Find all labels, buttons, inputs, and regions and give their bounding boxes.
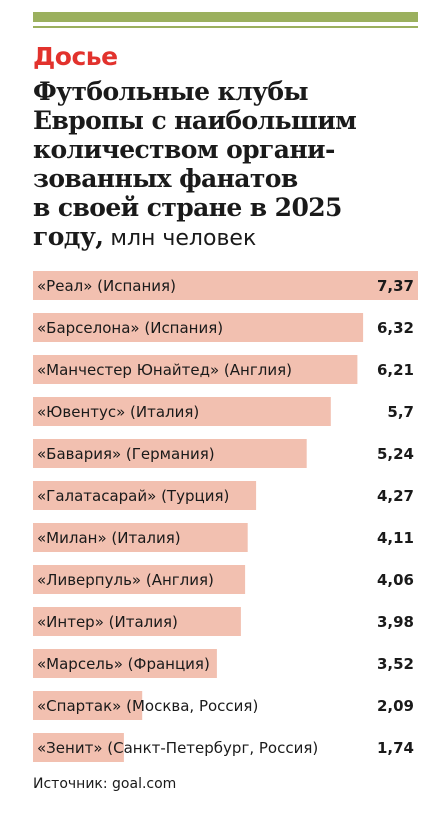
category-label-9: «Интер» (Италия) [37,613,178,631]
value-label-8: 4,06 [377,571,414,589]
value-label-12: 1,74 [377,739,414,757]
value-label-1: 7,37 [377,277,414,295]
title-unit: млн человек [103,226,257,251]
bar-9 [33,607,241,636]
bar-10 [33,649,217,678]
title-line-5: в своей стране в 2025 [33,193,342,222]
value-label-6: 4,27 [377,487,414,505]
title-line-4: зованных фанатов [33,164,298,193]
top-accent-bar [33,12,418,22]
bar-1 [33,271,418,300]
value-label-9: 3,98 [377,613,414,631]
value-label-7: 4,11 [377,529,414,547]
value-label-3: 6,21 [377,361,414,379]
bar-2 [33,313,364,342]
category-label-3: «Манчестер Юнайтед» (Англия) [37,361,292,379]
category-label-10: «Марсель» (Франция) [37,655,210,673]
category-label-8: «Ливерпуль» (Англия) [37,571,214,589]
value-label-4: 5,7 [387,403,414,421]
bar-12 [33,733,124,762]
bar-4 [33,397,331,426]
value-label-11: 2,09 [377,697,414,715]
category-label-6: «Галатасарай» (Турция) [37,487,229,505]
top-accent-line [33,26,418,28]
category-label-1: «Реал» (Испания) [37,277,176,295]
bar-6 [33,481,257,510]
value-label-2: 6,32 [377,319,414,337]
title-line-2: Европы с наибольшим [33,106,357,135]
category-label-5: «Бавария» (Германия) [37,445,215,463]
bar-3 [33,355,358,384]
bar-11 [33,691,143,720]
title-line-3: количеством органи- [33,135,335,164]
bar-5 [33,439,307,468]
chart-title: Футбольные клубы Европы с наибольшим кол… [33,77,433,253]
kicker-label: Досье [33,42,118,71]
source-note: Источник: goal.com [33,776,177,792]
category-label-7: «Милан» (Италия) [37,529,181,547]
title-line-1: Футбольные клубы [33,77,309,106]
value-label-10: 3,52 [377,655,414,673]
category-label-4: «Ювентус» (Италия) [37,403,199,421]
category-label-12: «Зенит» (Санкт-Петербург, Россия) [37,739,318,757]
category-label-11: «Спартак» (Москва, Россия) [37,697,258,715]
category-label-2: «Барселона» (Испания) [37,319,223,337]
bar-7 [33,523,248,552]
value-label-5: 5,24 [377,445,414,463]
title-line-6: году, [33,222,104,251]
bar-8 [33,565,246,594]
